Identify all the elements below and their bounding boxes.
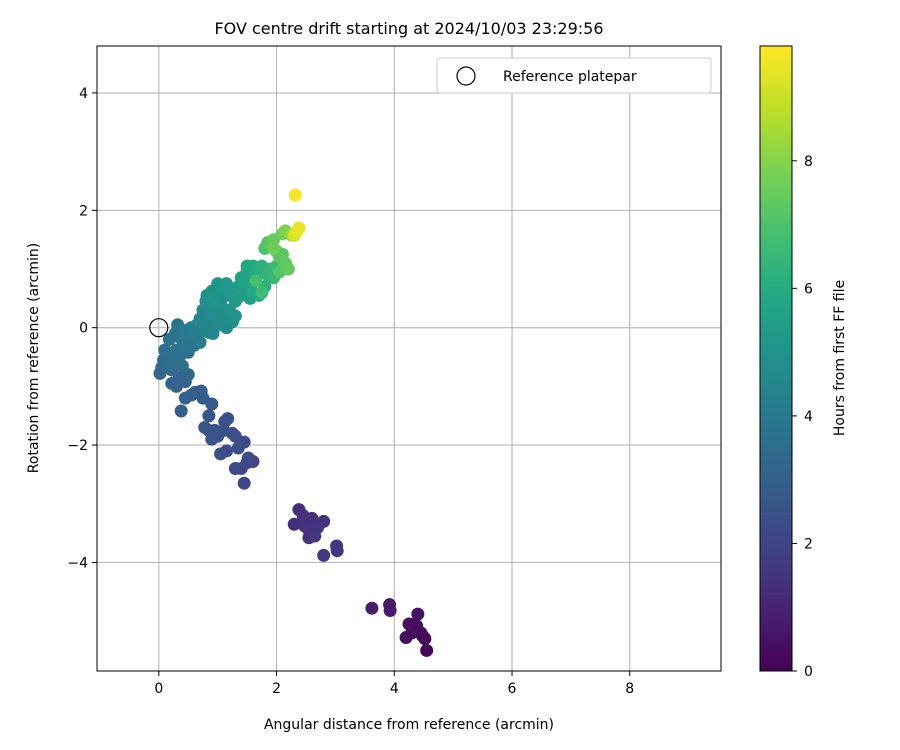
reference-layer <box>149 318 169 338</box>
colorbar-tick-label-1: 2 <box>804 536 813 552</box>
scatter-point <box>292 221 306 235</box>
colorbar-tick-label-3: 6 <box>804 281 813 297</box>
y-tick-label-0: −4 <box>67 555 88 571</box>
x-axis-label: Angular distance from reference (arcmin) <box>264 717 554 733</box>
scatter-point <box>267 241 281 255</box>
scatter-point <box>288 188 302 202</box>
scatter-point <box>411 607 425 621</box>
scatter-point <box>383 604 397 618</box>
grid <box>97 46 721 671</box>
scatter-point <box>221 412 235 426</box>
scatter-point <box>214 447 228 461</box>
scatter-point <box>317 548 331 562</box>
colorbar-tick-label-0: 0 <box>804 664 813 680</box>
y-tick-label-2: 0 <box>79 321 88 337</box>
scatter-point <box>228 462 242 476</box>
legend: Reference platepar <box>436 57 712 94</box>
scatter-point <box>193 335 207 349</box>
y-axis-label: Rotation from reference (arcmin) <box>26 243 42 473</box>
plot-frame <box>96 45 722 672</box>
scatter-point <box>287 517 301 531</box>
legend-marker <box>456 66 476 86</box>
scatter-point <box>416 629 430 643</box>
scatter-point <box>178 391 192 405</box>
colorbar-label: Hours from first FF file <box>832 280 848 436</box>
scatter-point <box>202 409 216 423</box>
x-tick-label-1: 2 <box>272 681 281 697</box>
scatter-point <box>420 643 434 657</box>
x-tick-label-3: 6 <box>508 681 517 697</box>
scatter-point <box>231 441 245 455</box>
scatter-point <box>228 309 242 323</box>
scatter-point <box>205 432 219 446</box>
scatter-point <box>237 476 251 490</box>
legend-box <box>436 57 712 94</box>
scatter-point <box>365 601 379 615</box>
scatter-point <box>198 420 212 434</box>
y-axis-ticks: −4 −2 0 2 4 <box>67 86 97 571</box>
colorbar: 0 2 4 6 8 Hours from first FF file <box>759 45 848 680</box>
scatter-point <box>281 262 295 276</box>
scatter-point <box>158 343 172 357</box>
scatter-point <box>174 404 188 418</box>
scatter-point <box>296 508 310 522</box>
colorbar-gradient-bar <box>759 45 793 672</box>
colorbar-tick-label-4: 8 <box>804 154 813 170</box>
x-tick-label-0: 0 <box>154 681 163 697</box>
scatter-point <box>255 285 269 299</box>
y-tick-label-3: 2 <box>79 203 88 219</box>
reference-platepar-marker <box>149 318 169 338</box>
x-axis-ticks: 0 2 4 6 8 <box>154 671 634 697</box>
y-tick-label-4: 4 <box>79 86 88 102</box>
legend-entry-reference-platepar: Reference platepar <box>503 69 637 85</box>
y-tick-label-1: −2 <box>67 438 88 454</box>
colorbar-ticks: 0 2 4 6 8 <box>792 154 813 680</box>
scatter-point <box>228 429 242 443</box>
scatter-point <box>249 274 263 288</box>
scatter-point <box>241 451 255 465</box>
colorbar-tick-label-2: 4 <box>804 409 813 425</box>
scatter-point <box>402 617 416 631</box>
chart-title: FOV centre drift starting at 2024/10/03 … <box>214 19 603 38</box>
x-tick-label-4: 8 <box>625 681 634 697</box>
scatter-points <box>153 188 434 657</box>
scatter-point <box>308 529 322 543</box>
x-tick-label-2: 4 <box>390 681 399 697</box>
scatter-point <box>330 539 344 553</box>
scatter-point <box>208 291 222 305</box>
